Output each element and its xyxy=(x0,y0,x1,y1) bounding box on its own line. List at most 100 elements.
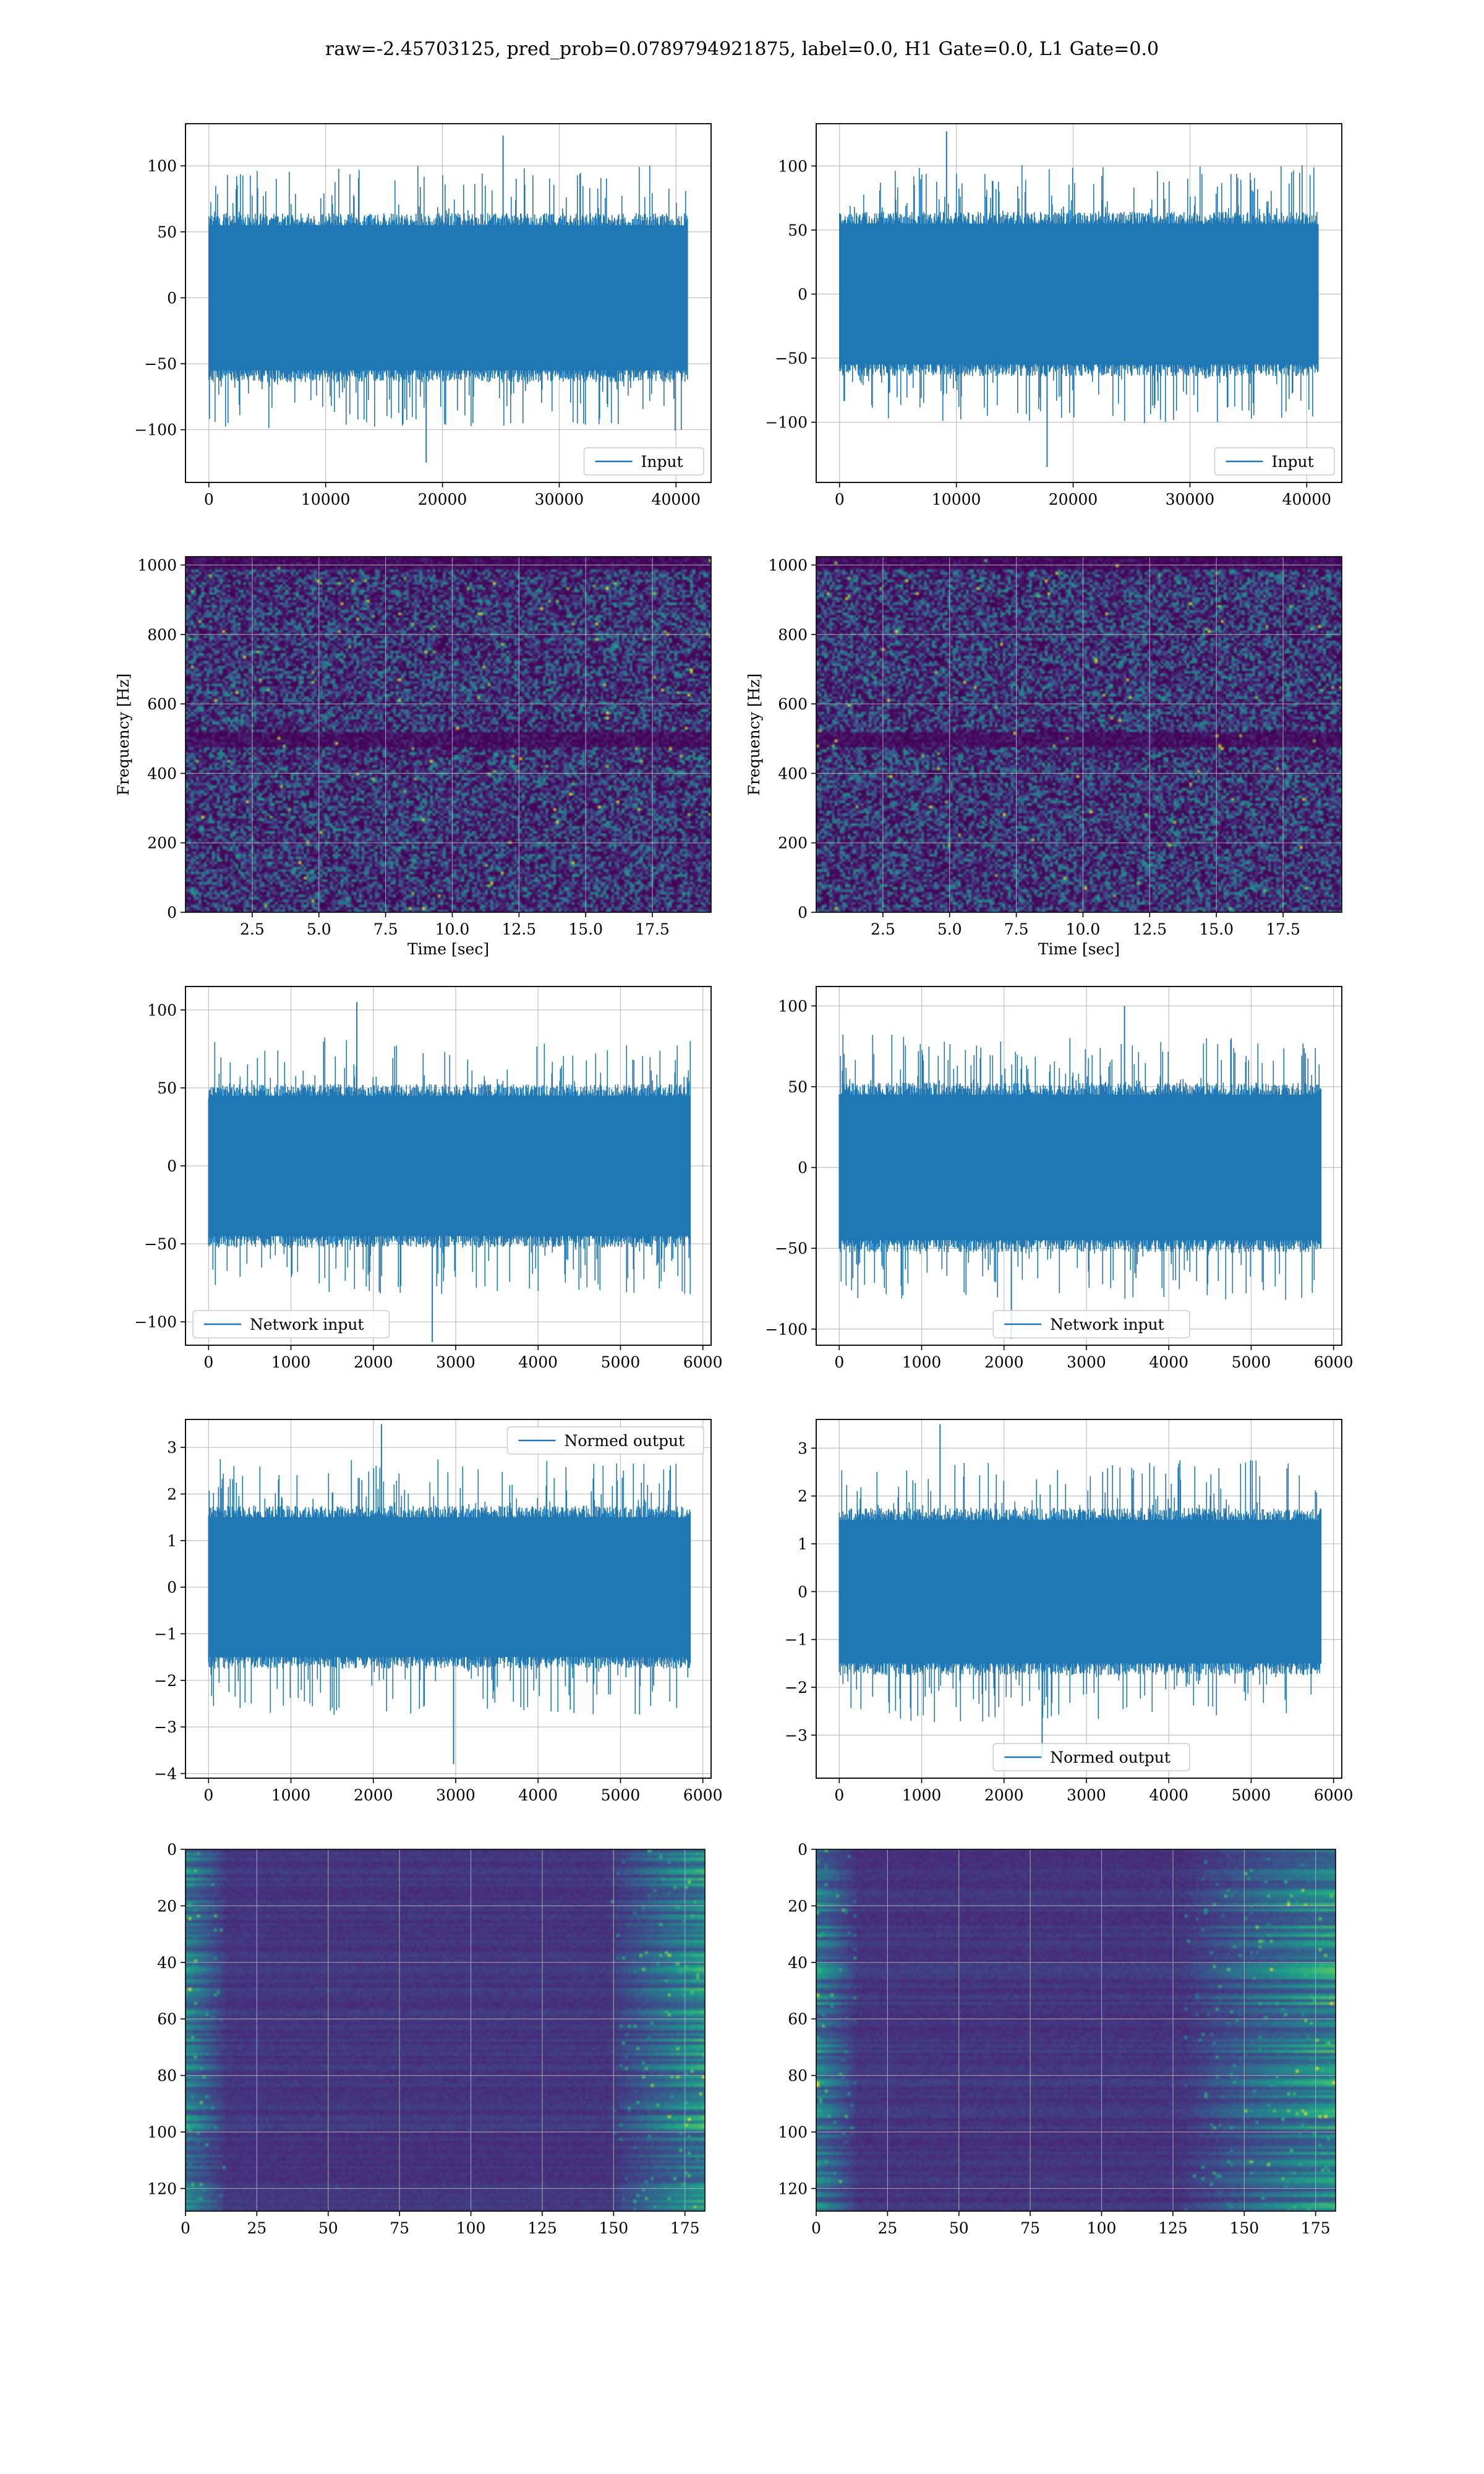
legend: Normed output xyxy=(506,1426,704,1455)
x-tick-label: 4000 xyxy=(518,1786,558,1804)
feature-map-image xyxy=(816,1849,1336,2211)
legend-frame xyxy=(1214,447,1335,476)
y-tick-label: 400 xyxy=(778,764,808,782)
y-tick-label: 120 xyxy=(778,2180,808,2198)
y-tick-label: 2 xyxy=(798,1487,808,1505)
x-tick-label: 17.5 xyxy=(1266,920,1300,938)
y-tick-label: 3 xyxy=(167,1439,177,1457)
legend-frame xyxy=(583,447,704,476)
x-tick-label: 5.0 xyxy=(307,920,331,938)
x-tick-label: 40000 xyxy=(1282,490,1332,508)
y-tick-label: 50 xyxy=(157,223,177,241)
y-tick-label: 50 xyxy=(788,1078,808,1096)
x-tick-label: 0 xyxy=(835,490,845,508)
axes-frame xyxy=(185,986,712,1346)
legend-frame xyxy=(992,1743,1190,1771)
subplot-r4c2: 0 1000 2000 3000 4000 5000 6000 −3 −2 −1 0 1 2 3 Norme… xyxy=(785,1419,1353,1804)
legend: Network input xyxy=(992,1310,1190,1338)
figure-title: raw=-2.45703125, pred_prob=0.07897949218… xyxy=(325,38,1159,60)
subplot-r2c1: 2.5 5.0 7.5 10.0 12.5 15.0 17.5 0 200 400 600 800 10… xyxy=(114,556,712,958)
legend: Input xyxy=(1214,447,1335,476)
subplot-r3c1: 0 1000 2000 3000 4000 5000 6000 −100 −50 0 50 100 Ne… xyxy=(134,986,723,1371)
x-tick-label: 5000 xyxy=(601,1786,641,1804)
y-tick-label: 100 xyxy=(778,157,808,175)
y-tick-label: 60 xyxy=(157,2010,177,2028)
y-tick-label: 1 xyxy=(798,1535,808,1553)
y-tick-label: −2 xyxy=(154,1672,177,1690)
x-tick-label: 5.0 xyxy=(937,920,962,938)
y-tick-label: 1000 xyxy=(768,556,808,574)
y-tick-label: −1 xyxy=(154,1625,177,1643)
x-tick-label: 125 xyxy=(1158,2219,1188,2237)
x-tick-label: 75 xyxy=(390,2219,409,2237)
y-tick-label: 0 xyxy=(798,286,808,304)
y-tick-label: 100 xyxy=(147,2123,177,2141)
x-tick-label: 10.0 xyxy=(435,920,470,938)
y-tick-label: 80 xyxy=(157,2067,177,2085)
legend-frame xyxy=(506,1426,704,1455)
x-tick-label: 0 xyxy=(811,2219,821,2237)
axes-frame xyxy=(816,123,1342,483)
y-tick-label: 0 xyxy=(798,904,808,922)
x-tick-label: 30000 xyxy=(1166,490,1215,508)
y-tick-label: 400 xyxy=(147,764,177,782)
y-tick-label: −50 xyxy=(775,1239,808,1257)
y-tick-label: 40 xyxy=(157,1954,177,1972)
plot-area xyxy=(208,135,688,463)
y-tick-label: −50 xyxy=(775,349,808,367)
x-tick-label: 6000 xyxy=(683,1353,723,1371)
subplot-r1c2: 0 10000 20000 30000 40000 −100 −50 0 50 100 Input xyxy=(765,123,1342,508)
y-tick-label: 50 xyxy=(157,1079,177,1097)
x-tick-label: 100 xyxy=(1087,2219,1117,2237)
x-tick-label: 1000 xyxy=(271,1786,311,1804)
plot-area xyxy=(208,1002,691,1342)
x-tick-label: 150 xyxy=(599,2219,628,2237)
y-tick-label: −1 xyxy=(785,1631,808,1649)
legend: Input xyxy=(583,447,704,476)
y-tick-label: −50 xyxy=(144,355,177,373)
y-tick-label: 200 xyxy=(778,834,808,852)
y-tick-label: 800 xyxy=(147,626,177,644)
subplot-r4c1: 0 1000 2000 3000 4000 5000 6000 −4 −3 −2 −1 0 1 2 3 Nor… xyxy=(154,1419,722,1804)
x-tick-label: 25 xyxy=(247,2219,267,2237)
x-tick-label: 100 xyxy=(456,2219,486,2237)
x-axis-label: Time [sec] xyxy=(407,940,489,958)
x-tick-label: 5000 xyxy=(1232,1786,1271,1804)
y-tick-label: 0 xyxy=(798,1159,808,1177)
subplot-r2c2: 2.5 5.0 7.5 10.0 12.5 15.0 17.5 0 200 400 600 800 10… xyxy=(745,556,1342,958)
x-tick-label: 7.5 xyxy=(1004,920,1029,938)
x-tick-label: 7.5 xyxy=(373,920,398,938)
subplot-r5c2: 0 25 50 75 100 125 150 175 0 20 40 60 80 100 120 xyxy=(778,1841,1336,2237)
y-tick-label: 0 xyxy=(167,1841,177,1859)
y-tick-label: 100 xyxy=(147,1001,177,1019)
y-tick-label: 0 xyxy=(167,1578,177,1596)
x-tick-label: 2.5 xyxy=(871,920,895,938)
y-tick-label: 100 xyxy=(778,2123,808,2141)
plot-area xyxy=(838,1424,1322,1760)
y-tick-label: 50 xyxy=(788,221,808,239)
y-tick-label: 80 xyxy=(788,2067,808,2085)
x-axis-label: Time [sec] xyxy=(1038,940,1120,958)
x-tick-label: 0 xyxy=(834,1786,844,1804)
x-tick-label: 5000 xyxy=(601,1353,641,1371)
x-tick-label: 12.5 xyxy=(1133,920,1167,938)
x-tick-label: 3000 xyxy=(1067,1353,1106,1371)
x-tick-label: 3000 xyxy=(1067,1786,1106,1804)
signal-trace xyxy=(839,165,1319,424)
x-tick-label: 2.5 xyxy=(240,920,265,938)
x-tick-label: 50 xyxy=(318,2219,338,2237)
y-tick-label: −100 xyxy=(765,1320,808,1338)
y-tick-label: 1 xyxy=(167,1532,177,1550)
x-tick-label: 125 xyxy=(527,2219,557,2237)
y-tick-label: −3 xyxy=(785,1726,808,1744)
y-tick-label: 40 xyxy=(788,1954,808,1972)
y-axis-label: Frequency [Hz] xyxy=(745,674,763,796)
y-tick-label: 3 xyxy=(798,1439,808,1457)
y-tick-label: 0 xyxy=(798,1583,808,1601)
axes-frame xyxy=(816,1419,1342,1779)
x-tick-label: 4000 xyxy=(1149,1353,1188,1371)
y-tick-label: 100 xyxy=(147,157,177,175)
x-tick-label: 75 xyxy=(1020,2219,1040,2237)
x-tick-label: 2000 xyxy=(984,1353,1024,1371)
